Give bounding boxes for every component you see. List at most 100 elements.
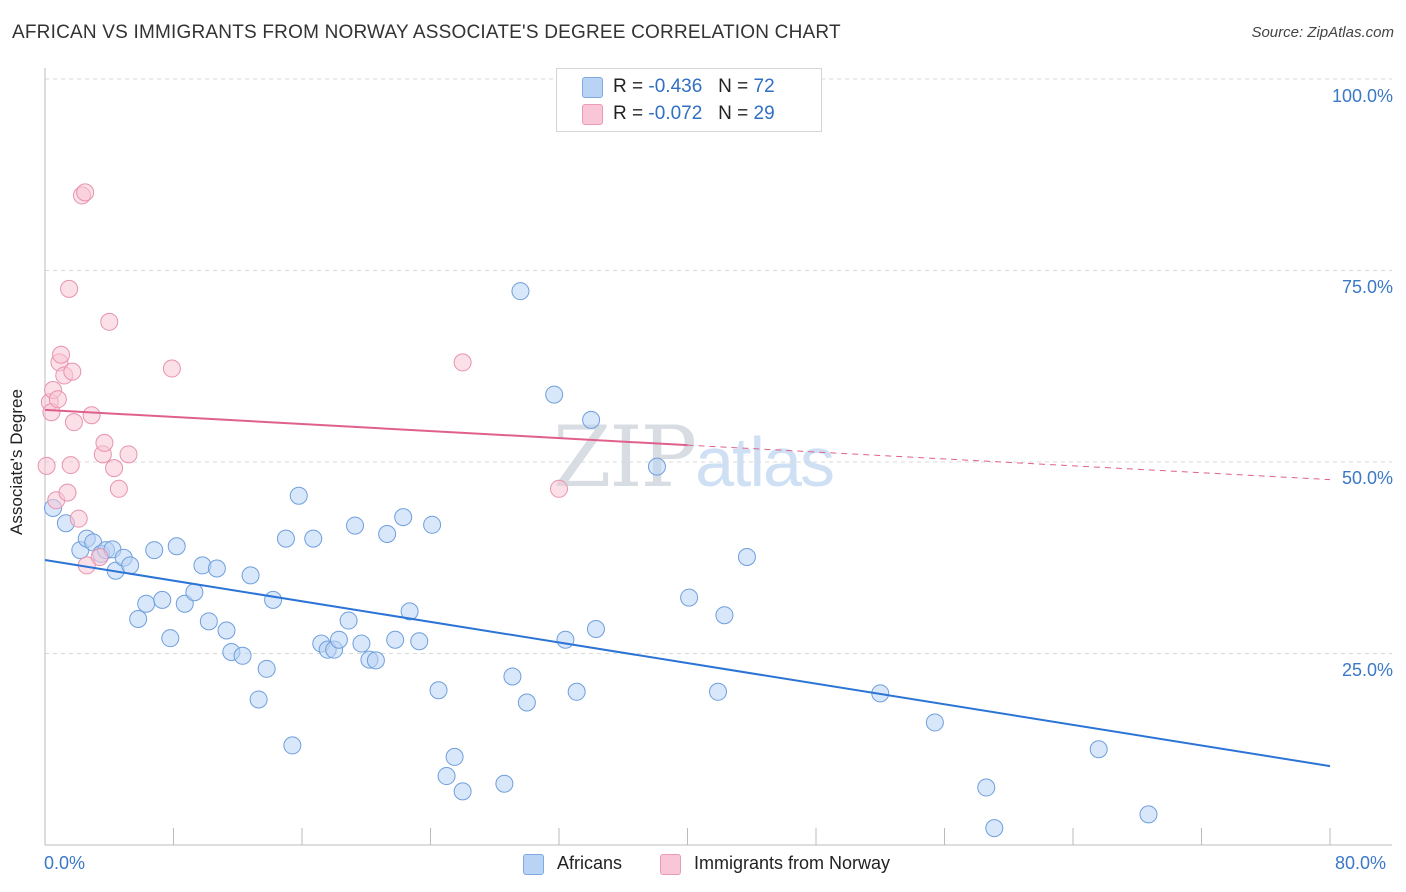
n-label: N = [718, 103, 749, 124]
y-tick-label: 25.0% [1341, 660, 1393, 680]
norway-point [162, 359, 181, 378]
y-tick-label: 50.0% [1341, 468, 1393, 488]
africans-point [495, 774, 514, 793]
africans-point [582, 410, 601, 429]
x-tick-label: 80.0% [1335, 853, 1387, 873]
africans-point [167, 537, 186, 556]
norway-point [453, 353, 472, 372]
africans-point [352, 634, 371, 653]
africans-point [161, 629, 180, 648]
norway-trendline-extension [687, 444, 1331, 481]
africans-point [400, 602, 419, 621]
africans-point [346, 516, 365, 535]
y-tick-label: 100.0% [1331, 86, 1393, 106]
africans-point [257, 659, 276, 678]
africans-point [304, 529, 323, 548]
africans-point [985, 819, 1004, 838]
n-value: 29 [753, 103, 775, 124]
africans-point [1089, 740, 1108, 759]
stats-box: R = -0.436 N = 72 R = -0.072 N = 29 [556, 68, 822, 132]
africans-point [276, 529, 295, 548]
africans-point [925, 713, 944, 732]
africans-point [145, 541, 164, 560]
norway-point [69, 509, 88, 528]
africans-point [175, 594, 194, 613]
norway-trendline [44, 408, 688, 447]
africans-point [410, 632, 429, 651]
chart-title: AFRICAN VS IMMIGRANTS FROM NORWAY ASSOCI… [12, 22, 841, 43]
africans-point [977, 778, 996, 797]
n-label: N = [718, 76, 749, 97]
r-label: R = [613, 76, 644, 97]
norway-point [61, 456, 80, 475]
africans-point [586, 619, 605, 638]
africans-point [199, 612, 218, 631]
africans-point [283, 736, 302, 755]
africans-point [647, 457, 666, 476]
africans-point [429, 681, 448, 700]
africans-point [121, 556, 140, 575]
y-tick-label: 75.0% [1341, 277, 1393, 297]
africans-point [715, 606, 734, 625]
africans-point [1139, 805, 1158, 824]
x-tick-label: 0.0% [44, 853, 86, 873]
norway-point [63, 362, 82, 381]
y-axis-label: Associate's Degree [7, 389, 26, 535]
africans-point [737, 547, 756, 566]
blue-swatch [523, 854, 544, 875]
norway-point [60, 279, 79, 298]
africans-point [329, 630, 348, 649]
pink-swatch [582, 104, 603, 125]
africans-point [339, 611, 358, 630]
africans-point [423, 515, 442, 534]
africans-point [153, 590, 172, 609]
norway-point [119, 445, 138, 464]
africans-point [129, 610, 148, 629]
r-label: R = [613, 103, 644, 124]
africans-point [680, 588, 699, 607]
norway-point [37, 456, 56, 475]
norway-point [100, 312, 119, 331]
africans-point [453, 782, 472, 801]
africans-point [394, 508, 413, 527]
norway-point [550, 479, 568, 498]
norway-point [52, 345, 71, 364]
africans-point [366, 651, 385, 670]
africans-point [517, 693, 536, 712]
n-value: 72 [753, 76, 775, 97]
norway-point [82, 406, 101, 425]
norway-point [95, 433, 114, 452]
norway-point [76, 183, 95, 202]
source-label: Source: ZipAtlas.com [1251, 24, 1394, 41]
norway-point [48, 390, 67, 409]
africans-point [503, 667, 522, 686]
norway-point [64, 413, 83, 432]
africans-point [437, 767, 456, 786]
legend-label: Immigrants from Norway [694, 853, 891, 873]
africans-point [217, 621, 236, 640]
africans-trendline [44, 559, 1331, 768]
watermark: ZIPatlas [553, 408, 835, 506]
africans-point [264, 590, 283, 609]
norway-point [105, 459, 124, 478]
africans-point [445, 747, 464, 766]
africans-point [386, 630, 405, 649]
africans-point [545, 385, 564, 404]
pink-swatch [660, 854, 681, 875]
africans-point [233, 646, 252, 665]
africans-point [567, 682, 586, 701]
legend-label: Africans [557, 853, 623, 873]
africans-point [511, 282, 530, 301]
africans-point [709, 682, 728, 701]
africans-point [185, 583, 204, 602]
africans-point [378, 525, 397, 544]
norway-point [90, 547, 109, 566]
africans-point [289, 486, 308, 505]
africans-point [249, 690, 268, 709]
africans-point [241, 566, 260, 585]
africans-point [556, 630, 575, 649]
watermark-zip: ZIP [553, 408, 697, 506]
africans-point [207, 559, 226, 578]
r-value: -0.436 [648, 76, 703, 97]
